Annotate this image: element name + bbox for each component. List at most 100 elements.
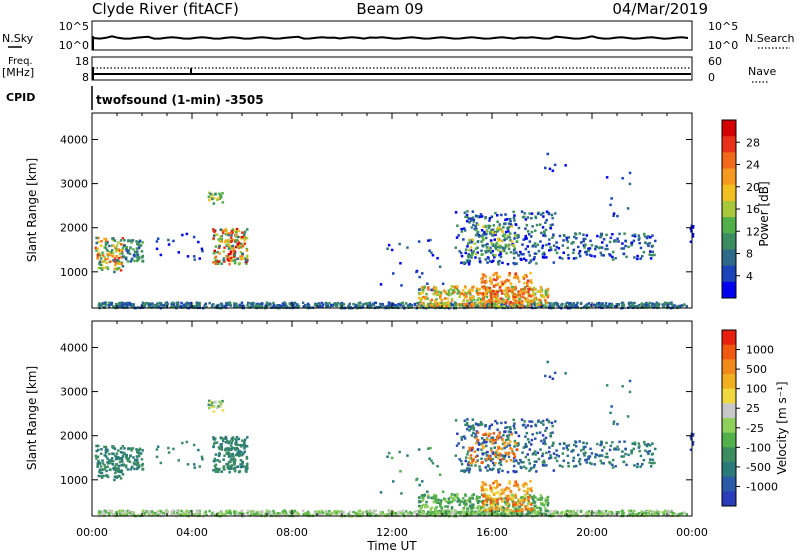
range-gate-cell: [184, 513, 188, 516]
range-gate-cell: [518, 501, 522, 505]
range-gate-cell: [482, 296, 485, 299]
range-gate-cell: [528, 294, 531, 297]
range-gate-cell: [217, 246, 221, 250]
range-gate-cell: [213, 457, 216, 461]
range-gate-cell: [419, 513, 423, 516]
range-gate-cell: [497, 301, 500, 304]
range-gate-cell: [690, 438, 693, 441]
range-gate-cell: [582, 452, 586, 455]
range-gate-cell: [497, 451, 501, 455]
range-gate-cell: [348, 302, 351, 306]
range-gate-cell: [391, 510, 395, 514]
range-gate-cell: [668, 301, 671, 305]
range-gate-cell: [108, 301, 111, 304]
range-gate-cell: [234, 251, 237, 254]
range-gate-cell: [633, 256, 636, 259]
range-gate-cell: [388, 302, 391, 305]
range-gate-cell: [450, 500, 454, 504]
range-gate-cell: [492, 432, 496, 435]
range-gate-cell: [469, 457, 473, 460]
range-gate-cell: [434, 512, 437, 516]
range-gate-cell: [245, 247, 249, 251]
range-gate-cell: [229, 458, 233, 461]
range-gate-cell: [544, 299, 547, 302]
range-gate-cell: [536, 290, 540, 293]
range-gate-cell: [234, 459, 237, 462]
range-gate-cell: [121, 252, 124, 255]
range-gate-cell: [112, 445, 115, 448]
range-gate-cell: [352, 510, 355, 514]
range-gate-cell: [512, 296, 515, 299]
colorbar-tick-label: 1000: [746, 344, 774, 357]
range-gate-cell: [428, 457, 431, 460]
range-gate-cell: [484, 216, 487, 220]
range-gate-cell: [533, 509, 536, 512]
range-gate-cell: [113, 257, 117, 260]
range-gate-cell: [609, 304, 613, 307]
range-gate-cell: [555, 251, 559, 255]
range-gate-cell: [611, 233, 614, 236]
range-gate-cell: [258, 513, 261, 516]
range-gate-cell: [368, 512, 371, 515]
range-gate-cell: [606, 247, 609, 251]
range-gate-cell: [582, 237, 585, 241]
range-gate-cell: [526, 491, 529, 494]
range-gate-cell: [567, 253, 570, 257]
range-gate-cell: [441, 282, 445, 285]
range-gate-cell: [429, 513, 433, 517]
range-gate-cell: [417, 305, 421, 309]
range-gate-cell: [633, 509, 636, 513]
range-gate-cell: [527, 441, 531, 444]
range-gate-cell: [568, 510, 571, 513]
range-gate-cell: [488, 496, 492, 499]
range-gate-cell: [218, 453, 221, 456]
range-gate-cell: [496, 453, 500, 457]
range-gate-cell: [466, 219, 469, 223]
range-gate-cell: [512, 295, 515, 298]
range-gate-cell: [503, 513, 506, 516]
range-gate-cell: [605, 452, 609, 455]
range-gate-cell: [544, 228, 548, 232]
range-gate-cell: [485, 503, 489, 507]
range-gate-cell: [464, 251, 467, 255]
range-gate-cell: [227, 455, 231, 458]
range-gate-cell: [541, 244, 545, 247]
range-gate-cell: [488, 302, 492, 305]
range-gate-cell: [601, 510, 604, 513]
range-gate-cell: [502, 289, 505, 293]
range-gate-cell: [598, 454, 601, 458]
range-gate-cell: [509, 447, 512, 450]
range-gate-cell: [325, 510, 328, 513]
range-gate-cell: [513, 442, 517, 445]
range-gate-cell: [470, 241, 473, 244]
range-gate-cell: [507, 434, 511, 437]
range-gate-cell: [217, 468, 220, 472]
range-gate-cell: [477, 301, 481, 304]
range-gate-cell: [462, 435, 466, 438]
range-gate-cell: [150, 302, 153, 305]
range-gate-cell: [606, 455, 609, 459]
range-gate-cell: [529, 279, 533, 282]
range-gate-cell: [508, 272, 511, 275]
range-gate-cell: [241, 304, 245, 307]
range-gate-cell: [469, 506, 472, 510]
range-gate-cell: [100, 512, 104, 515]
range-gate-cell: [516, 448, 519, 451]
range-gate-cell: [544, 513, 548, 516]
range-gate-cell: [661, 303, 664, 306]
range-gate-cell: [544, 305, 548, 308]
range-gate-cell: [504, 438, 508, 442]
range-gate-cell: [617, 240, 620, 243]
range-gate-cell: [507, 294, 510, 298]
range-gate-cell: [540, 288, 544, 292]
range-gate-cell: [665, 301, 668, 305]
range-gate-cell: [488, 510, 492, 513]
range-gate-cell: [477, 215, 480, 219]
range-gate-cell: [104, 241, 108, 244]
range-gate-cell: [496, 502, 500, 506]
range-gate-cell: [677, 305, 681, 308]
range-gate-cell: [221, 191, 224, 195]
range-gate-cell: [480, 485, 483, 489]
range-gate-cell: [439, 510, 442, 513]
range-gate-cell: [162, 514, 165, 517]
